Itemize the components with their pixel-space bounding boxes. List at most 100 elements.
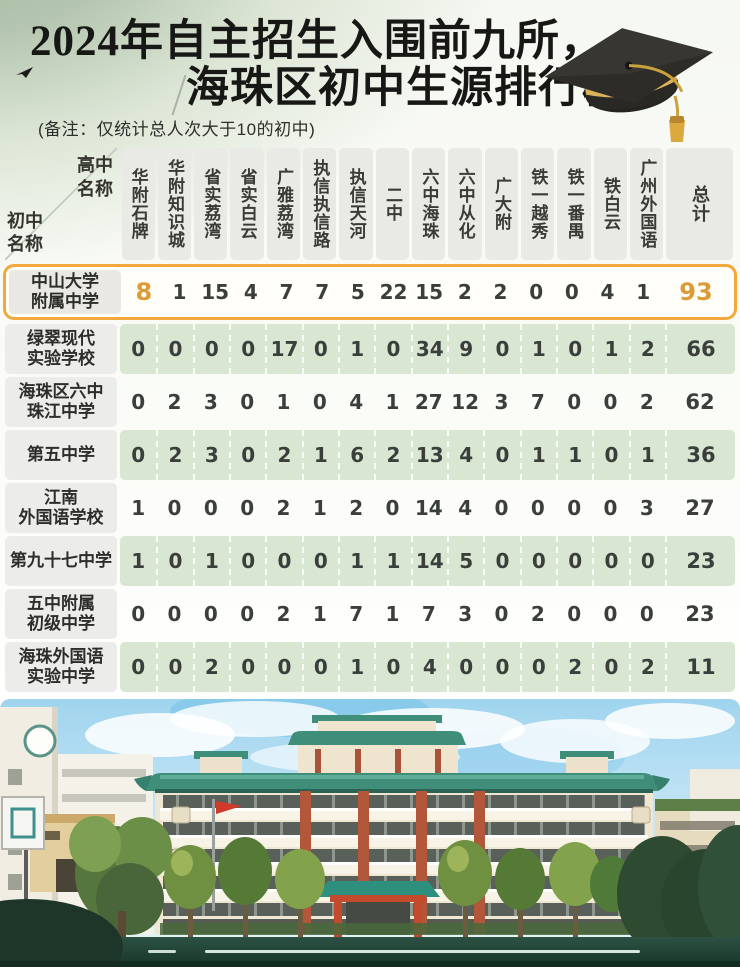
score-cell: 0 — [603, 602, 618, 627]
column-header: 广州外国语 — [630, 148, 664, 261]
score-cell: 1 — [312, 496, 327, 521]
column-header: 华附知识城 — [157, 148, 192, 261]
school-label: 第九十七中学 — [5, 536, 117, 587]
score-cell: 0 — [567, 602, 582, 627]
score-cell: 2 — [639, 390, 654, 415]
total-cell: 62 — [685, 390, 715, 415]
score-band: 0 0 0 0 2 1 7 1 7 3 0 2 0 0 0 23 — [120, 589, 735, 639]
table-row: 五中附属 初级中学 0 0 0 0 2 1 7 1 7 3 0 2 0 0 0 23 — [5, 589, 735, 640]
score-cell: 0 — [519, 536, 556, 587]
total-cell: 36 — [664, 430, 735, 481]
score-cell: 0 — [592, 642, 629, 693]
table-row: 中山大学 附属中学 8 1 15 4 7 7 5 22 15 2 2 0 0 4 1 93 — [3, 264, 737, 321]
score-band: 8 1 15 4 7 7 5 22 15 2 2 0 0 4 1 93 — [126, 270, 731, 314]
score-cell: 2 — [156, 430, 193, 481]
score-cell: 0 — [592, 536, 629, 587]
score-cell: 0 — [483, 430, 520, 481]
school-label: 中山大学 附属中学 — [9, 270, 121, 315]
column-header: 铁一越秀 — [521, 148, 555, 261]
score-cell: 0 — [167, 496, 182, 521]
table-row: 第九十七中学 1 0 1 0 0 0 1 1 14 5 0 0 0 0 0 23 — [5, 536, 735, 587]
score-cell: 5 — [446, 536, 484, 587]
column-header: 执信执信路 — [303, 148, 337, 261]
score-cell: 1 — [636, 280, 651, 305]
score-cell: 1 — [312, 602, 327, 627]
score-cell: 0 — [374, 324, 411, 375]
score-cell: 1 — [276, 390, 291, 415]
score-cell: 1 — [385, 390, 400, 415]
score-cell: 6 — [337, 430, 375, 481]
score-cell: 22 — [379, 280, 408, 305]
score-cell: 0 — [120, 430, 157, 481]
corner-label-middleschool: 初中 名称 — [7, 210, 43, 255]
score-cell: 1 — [172, 280, 187, 305]
corner-label-highschool: 高中 名称 — [77, 155, 113, 199]
score-cell: 0 — [228, 642, 266, 693]
score-cell: 14 — [414, 496, 443, 521]
score-cell: 2 — [167, 390, 182, 415]
score-cell: 15 — [201, 280, 230, 305]
school-label: 五中附属 初级中学 — [5, 589, 117, 640]
score-cell: 2 — [530, 602, 545, 627]
score-cell: 0 — [530, 496, 545, 521]
score-cell: 2 — [192, 642, 229, 693]
score-cell: 0 — [240, 496, 255, 521]
table-row: 绿翠现代 实验学校 0 0 0 0 17 0 1 0 34 9 0 1 0 1 2 66 — [5, 324, 735, 375]
column-header: 六中从化 — [448, 148, 482, 261]
score-cell: 2 — [374, 430, 411, 481]
column-header: 省实荔湾 — [194, 148, 228, 261]
score-cell: 2 — [493, 280, 508, 305]
score-cell: 17 — [265, 324, 302, 375]
total-cell: 23 — [664, 536, 735, 587]
score-cell: 1 — [131, 496, 146, 521]
score-cell: 3 — [203, 390, 218, 415]
column-header: 执信天河 — [339, 148, 373, 261]
score-cell: 0 — [156, 642, 193, 693]
score-cell: 0 — [494, 496, 509, 521]
score-cell: 0 — [639, 602, 654, 627]
score-cell: 0 — [203, 602, 218, 627]
score-cell: 0 — [529, 280, 544, 305]
score-cell: 0 — [567, 390, 582, 415]
score-cell: 2 — [276, 496, 291, 521]
header-corner-cell: 高中 名称 初中 名称 — [5, 148, 117, 261]
table-header-row: 高中 名称 初中 名称 华附石牌 华附知识城 省实荔湾 省实白云 广雅荔湾 执信执信路 执信… — [5, 148, 735, 261]
score-cell: 0 — [228, 536, 266, 587]
column-header: 铁白云 — [593, 148, 628, 261]
score-cell: 0 — [592, 430, 629, 481]
column-header: 省实白云 — [230, 148, 264, 261]
score-cell: 0 — [301, 642, 338, 693]
score-cell: 9 — [446, 324, 484, 375]
score-cell: 0 — [120, 324, 157, 375]
score-cell: 0 — [603, 496, 618, 521]
score-cell: 4 — [458, 496, 473, 521]
score-cell: 0 — [483, 536, 520, 587]
score-cell: 0 — [446, 642, 484, 693]
score-cell: 3 — [639, 496, 654, 521]
score-band: 1 0 0 0 2 1 2 0 14 4 0 0 0 0 3 27 — [120, 483, 735, 533]
score-cell: 0 — [156, 536, 193, 587]
score-cell: 4 — [600, 280, 615, 305]
score-cell: 0 — [228, 430, 266, 481]
score-cell: 0 — [203, 496, 218, 521]
score-cell: 0 — [555, 536, 593, 587]
column-headers: 华附石牌 华附知识城 省实荔湾 省实白云 广雅荔湾 执信执信路 执信天河 二中 六中海珠 六中从化… — [120, 148, 735, 261]
title-slash-decoration — [171, 74, 187, 116]
score-cell: 0 — [555, 324, 593, 375]
school-label: 江南 外国语学校 — [5, 483, 117, 534]
score-cell: 0 — [156, 324, 193, 375]
score-cell: 2 — [457, 280, 472, 305]
score-cell: 4 — [446, 430, 484, 481]
score-cell: 1 — [519, 430, 556, 481]
score-cell: 2 — [628, 324, 665, 375]
score-cell: 0 — [494, 602, 509, 627]
total-cell: 66 — [664, 324, 735, 375]
score-cell: 1 — [301, 430, 338, 481]
score-cell: 27 — [414, 390, 443, 415]
score-cell: 3 — [458, 602, 473, 627]
score-cell: 0 — [374, 642, 411, 693]
score-cell: 0 — [483, 324, 520, 375]
score-cell: 2 — [276, 602, 291, 627]
column-header: 广雅荔湾 — [266, 148, 301, 261]
